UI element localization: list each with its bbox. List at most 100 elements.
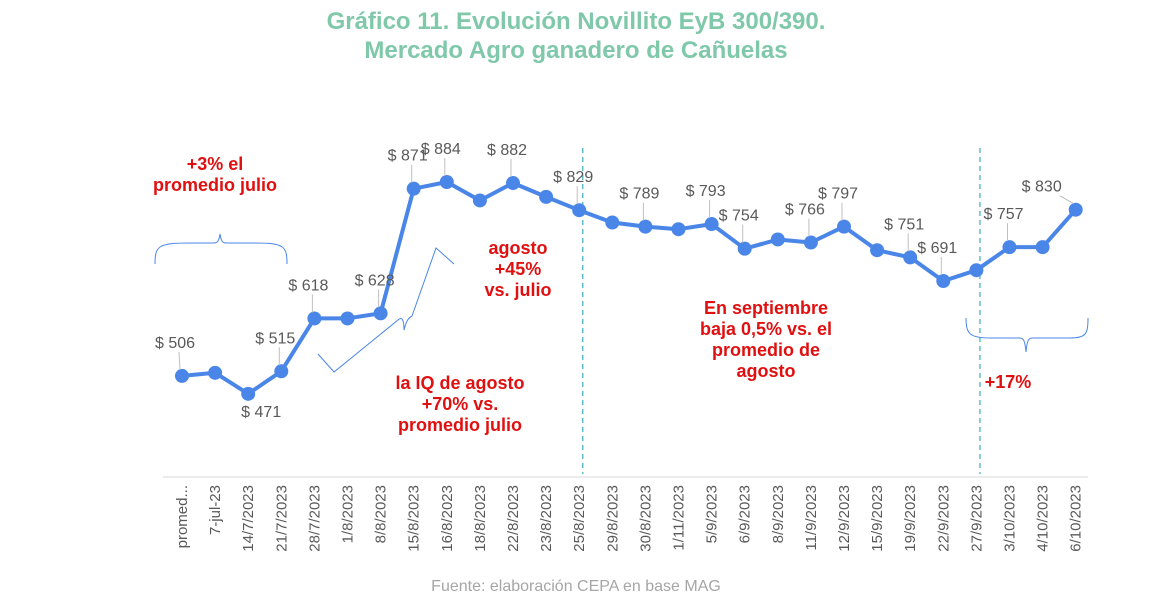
data-point-7 (406, 181, 421, 196)
x-tick-label-10: 22/8/2023 (505, 485, 522, 552)
data-point-6 (373, 306, 388, 321)
data-label-17: $ 754 (719, 208, 759, 225)
data-label-16: $ 793 (686, 183, 726, 200)
data-label-7: $ 871 (388, 148, 428, 165)
bracket-iq-august (317, 247, 455, 373)
x-tick-label-4: 28/7/2023 (306, 485, 323, 552)
data-point-15 (671, 222, 686, 237)
annotation-august-line-1: agosto (488, 238, 548, 258)
data-label-20: $ 797 (818, 186, 858, 203)
x-tick-label-19: 11/9/2023 (803, 485, 820, 551)
data-point-0 (175, 368, 189, 383)
x-tick-label-2: 14/7/2023 (240, 485, 257, 552)
x-tick-label-9: 18/8/2023 (472, 485, 489, 552)
source-note: Fuente: elaboración CEPA en base MAG (431, 578, 721, 595)
annotation-september-line-4: agosto (736, 361, 796, 381)
annotation-august: agosto +45% vs. julio (458, 238, 578, 301)
data-label-6: $ 628 (355, 272, 395, 289)
x-tick-label-17: 6/9/2023 (737, 485, 754, 543)
data-point-3 (274, 364, 289, 379)
annotation-august-line-2: +45% (494, 259, 542, 279)
data-point-16 (704, 217, 719, 232)
data-label-22: $ 751 (884, 216, 924, 233)
data-label-27: $ 830 (1022, 179, 1062, 196)
data-point-9 (472, 193, 487, 208)
data-point-12 (572, 203, 587, 218)
x-tick-label-25: 3/10/2023 (1002, 485, 1019, 552)
data-point-4 (307, 311, 322, 326)
x-tick-label-26: 4/10/2023 (1035, 485, 1052, 552)
data-point-20 (837, 219, 851, 234)
x-tick-label-27: 6/10/2023 (1068, 485, 1085, 552)
x-tick-label-18: 8/9/2023 (770, 485, 787, 543)
data-label-leader-0 (178, 351, 181, 370)
data-point-21 (870, 243, 885, 258)
x-tick-label-8: 16/8/2023 (439, 485, 456, 552)
data-point-1 (208, 365, 223, 380)
annotation-iq-august-line-1: la IQ de agosto (395, 373, 525, 393)
x-tick-label-6: 8/8/2023 (373, 485, 390, 543)
data-label-23: $ 691 (917, 240, 957, 257)
annotation-july-line-1: +3% el (186, 154, 244, 174)
data-label-19: $ 766 (785, 202, 825, 219)
x-tick-label-23: 22/9/2023 (935, 485, 952, 552)
annotation-september-line-2: baja 0,5% vs. el (699, 319, 833, 339)
data-point-10 (506, 176, 520, 191)
annotation-september-line-3: promedio de (711, 340, 820, 360)
annotation-october-line-1: +17% (984, 372, 1032, 392)
x-tick-label-16: 5/9/2023 (704, 485, 721, 543)
data-label-leader-27 (1059, 195, 1074, 205)
chart-title-line-1: Gráfico 11. Evolución Novillito EyB 300/… (326, 8, 826, 35)
x-tick-label-0: promed... (174, 485, 191, 548)
data-label-10: $ 882 (487, 142, 527, 159)
bracket-october (965, 317, 1089, 353)
data-label-25: $ 757 (983, 206, 1023, 223)
data-label-3: $ 515 (255, 330, 295, 347)
x-tick-label-20: 12/9/2023 (836, 485, 853, 552)
data-point-25 (1002, 240, 1017, 255)
x-tick-label-11: 23/8/2023 (538, 485, 555, 552)
annotation-september: En septiembre baja 0,5% vs. el promedio … (676, 298, 856, 382)
data-point-8 (439, 175, 454, 189)
x-tick-label-24: 27/9/2023 (968, 485, 985, 552)
x-tick-label-15: 1/11/2023 (671, 485, 688, 551)
data-point-14 (638, 219, 653, 234)
data-label-14: $ 789 (619, 186, 659, 203)
x-tick-label-7: 15/8/2023 (406, 485, 423, 552)
annotation-iq-august-line-3: promedio julio (398, 415, 522, 435)
x-tick-label-14: 30/8/2023 (637, 485, 654, 552)
data-label-0: $ 506 (155, 335, 195, 352)
data-point-13 (605, 215, 620, 230)
data-point-22 (903, 250, 918, 265)
data-point-24 (969, 263, 984, 278)
x-tick-label-3: 21/7/2023 (273, 485, 290, 552)
data-point-11 (539, 189, 554, 204)
data-point-23 (936, 274, 951, 288)
annotation-july: +3% el promedio julio (120, 154, 310, 196)
data-point-5 (340, 311, 355, 326)
data-point-19 (803, 235, 818, 250)
series-line (180, 180, 1078, 396)
data-point-17 (737, 241, 752, 256)
x-tick-label-21: 15/9/2023 (869, 485, 886, 552)
data-point-18 (770, 232, 785, 247)
data-label-12: $ 829 (553, 169, 593, 186)
annotation-september-line-1: En septiembre (703, 298, 829, 318)
annotation-iq-august: la IQ de agosto +70% vs. promedio julio (370, 373, 550, 436)
annotation-october: +17% (968, 372, 1048, 393)
data-label-2: $ 471 (241, 404, 281, 421)
x-tick-label-12: 25/8/2023 (571, 485, 588, 552)
data-point-2 (241, 386, 256, 401)
annotation-august-line-3: vs. julio (484, 280, 552, 300)
bracket-july (154, 233, 288, 265)
annotation-july-line-2: promedio julio (153, 175, 277, 195)
x-tick-label-13: 29/8/2023 (604, 485, 621, 552)
data-point-26 (1035, 240, 1050, 255)
x-tick-label-5: 1/8/2023 (340, 485, 357, 543)
x-tick-label-22: 19/9/2023 (902, 485, 919, 552)
x-tick-label-1: 7-jul-23 (207, 485, 224, 535)
data-label-8: $ 884 (421, 141, 461, 158)
data-point-27 (1068, 202, 1083, 217)
annotation-iq-august-line-2: +70% vs. (421, 394, 499, 414)
